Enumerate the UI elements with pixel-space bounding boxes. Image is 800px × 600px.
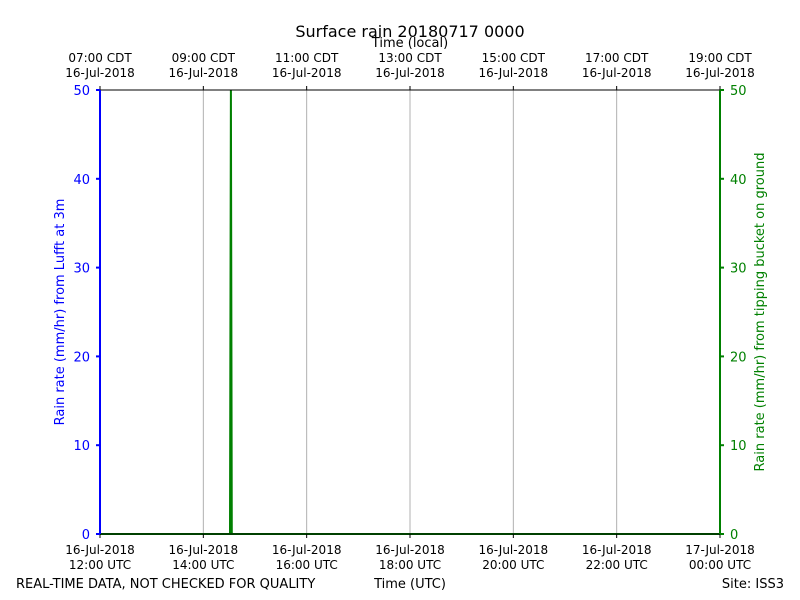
top-tick-label-time: 11:00 CDT [275, 51, 339, 65]
right-y-tick-label: 30 [730, 262, 747, 277]
top-tick-label-time: 17:00 CDT [585, 51, 649, 65]
x-tick-label-date: 16-Jul-2018 [272, 543, 342, 557]
top-tick-label-time: 07:00 CDT [68, 51, 132, 65]
top-tick-label-date: 16-Jul-2018 [479, 66, 549, 80]
quality-disclaimer: REAL-TIME DATA, NOT CHECKED FOR QUALITY [16, 577, 315, 592]
top-tick-label-time: 15:00 CDT [482, 51, 546, 65]
x-tick-label-time: 14:00 UTC [172, 558, 234, 572]
x-tick-label-date: 16-Jul-2018 [169, 543, 239, 557]
x-tick-label-time: 22:00 UTC [586, 558, 648, 572]
top-axis-label: Time (local) [371, 36, 448, 51]
x-tick-label-date: 16-Jul-2018 [479, 543, 549, 557]
right-y-tick-label: 40 [730, 173, 747, 188]
x-axis-label: Time (UTC) [373, 577, 446, 592]
top-tick-label-date: 16-Jul-2018 [582, 66, 652, 80]
x-tick-label-time: 20:00 UTC [482, 558, 544, 572]
x-tick-label-date: 16-Jul-2018 [582, 543, 652, 557]
left-y-tick-label: 20 [73, 350, 90, 365]
x-tick-label-time: 16:00 UTC [276, 558, 338, 572]
left-y-tick-label: 10 [73, 439, 90, 454]
left-y-tick-label: 40 [73, 173, 90, 188]
left-y-axis-label: Rain rate (mm/hr) from Lufft at 3m [53, 199, 68, 426]
top-tick-label-time: 19:00 CDT [688, 51, 752, 65]
top-tick-label-date: 16-Jul-2018 [685, 66, 755, 80]
right-y-tick-label: 20 [730, 350, 747, 365]
right-y-axis-label: Rain rate (mm/hr) from tipping bucket on… [753, 153, 768, 472]
x-tick-label-time: 18:00 UTC [379, 558, 441, 572]
top-tick-label-date: 16-Jul-2018 [169, 66, 239, 80]
chart-title: Surface rain 20180717 0000 [295, 22, 524, 41]
x-tick-label-time: 12:00 UTC [69, 558, 131, 572]
site-label: Site: ISS3 [722, 577, 784, 592]
x-tick-label-time: 00:00 UTC [689, 558, 751, 572]
right-y-tick-label: 50 [730, 84, 747, 99]
top-tick-label-date: 16-Jul-2018 [65, 66, 135, 80]
x-tick-label-date: 16-Jul-2018 [65, 543, 135, 557]
top-tick-label-date: 16-Jul-2018 [272, 66, 342, 80]
top-tick-label-date: 16-Jul-2018 [375, 66, 445, 80]
right-y-tick-label: 0 [730, 528, 738, 543]
left-y-tick-label: 30 [73, 262, 90, 277]
x-tick-label-date: 17-Jul-2018 [685, 543, 755, 557]
x-tick-label-date: 16-Jul-2018 [375, 543, 445, 557]
left-y-tick-label: 0 [82, 528, 90, 543]
grid-lines [202, 90, 618, 534]
top-tick-label-time: 13:00 CDT [378, 51, 442, 65]
right-y-tick-label: 10 [730, 439, 747, 454]
top-tick-label-time: 09:00 CDT [172, 51, 236, 65]
left-y-tick-label: 50 [73, 84, 90, 99]
